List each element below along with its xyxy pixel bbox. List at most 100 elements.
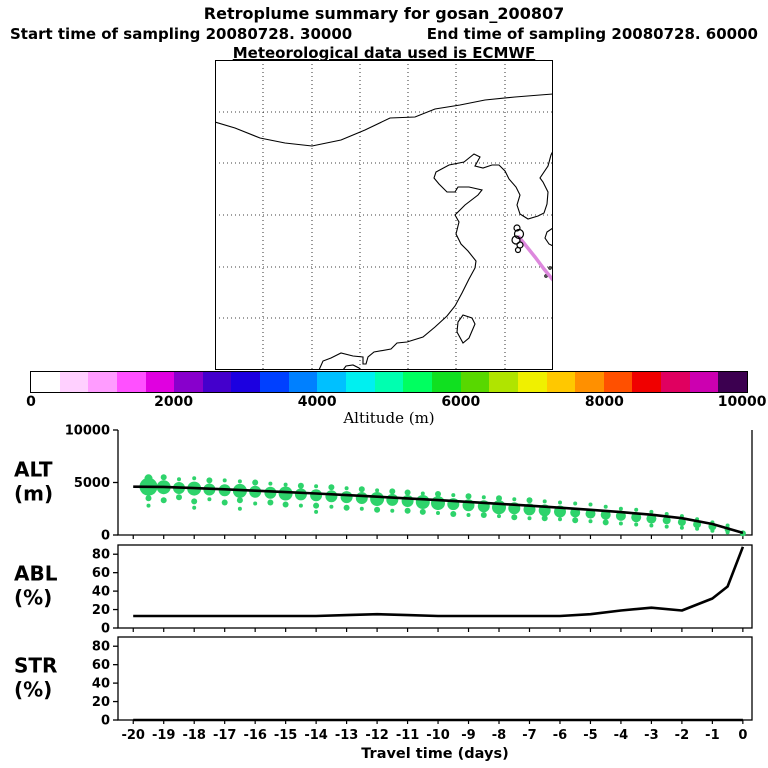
plume-bubble xyxy=(512,497,517,502)
plume-bubble xyxy=(145,495,152,502)
y-tick-label: 40 xyxy=(92,585,110,600)
x-tick-label: -7 xyxy=(522,728,536,743)
plume-bubble xyxy=(664,524,669,529)
x-tick-label: -3 xyxy=(644,728,658,743)
colorbar-cell xyxy=(317,372,347,392)
plume-bubble xyxy=(389,488,396,495)
x-tick-label: -2 xyxy=(675,728,689,743)
x-axis-label: Travel time (days) xyxy=(361,746,509,762)
plume-bubble xyxy=(297,482,304,489)
plume-bubble xyxy=(192,476,197,481)
panel-ylabel: ALT xyxy=(14,458,53,482)
plume-bubble xyxy=(314,509,319,514)
x-tick-label: -13 xyxy=(335,728,359,743)
plume-bubble xyxy=(329,504,334,509)
plume-bubble xyxy=(374,506,381,513)
plume-bubble xyxy=(436,511,440,515)
plume-bubble xyxy=(237,506,242,511)
plume-bubble xyxy=(401,495,414,507)
plume-bubble xyxy=(588,502,593,507)
plume-bubble xyxy=(634,507,639,512)
x-tick-label: -6 xyxy=(553,728,567,743)
altitude-bubbles xyxy=(139,474,746,537)
plume-bubble xyxy=(328,484,335,491)
plume-bubble xyxy=(649,523,654,528)
plume-bubble xyxy=(511,514,518,521)
colorbar-cell xyxy=(575,372,604,392)
plume-bubble xyxy=(541,515,548,522)
colorbar-cell xyxy=(689,372,719,392)
y-tick-label: 5000 xyxy=(74,476,110,491)
plume-bubble xyxy=(695,526,700,531)
plume-bubble xyxy=(420,491,425,496)
colorbar-cell xyxy=(460,372,490,392)
plume-bubble xyxy=(526,497,533,504)
plume-bubble xyxy=(527,516,532,521)
retroplume-trajectory xyxy=(517,235,555,282)
map-graticule xyxy=(215,60,553,370)
sampling-start-text: Start time of sampling 20080728. 30000 xyxy=(10,25,353,43)
x-tick-label: 0 xyxy=(738,728,747,743)
plume-bubble xyxy=(725,523,730,528)
plume-bubble xyxy=(298,503,303,508)
plume-bubble xyxy=(325,490,338,503)
colorbar-tick-label: 10000 xyxy=(717,394,767,410)
panel-frame xyxy=(117,430,753,536)
map-svg xyxy=(214,60,555,371)
sampling-time-line: Start time of sampling 20080728. 30000 E… xyxy=(0,25,768,43)
colorbar-tick-label: 4000 xyxy=(297,394,337,410)
ryukyu-islet xyxy=(548,266,552,270)
colorbar-cell xyxy=(288,372,318,392)
plume-bubble xyxy=(603,504,608,509)
colorbar-cell xyxy=(632,372,662,392)
plume-bubble xyxy=(404,489,411,496)
panel-ylabel-units: (%) xyxy=(14,678,52,702)
chart-svg: 0500010000ALT(m)020406080ABL(%)020406080… xyxy=(14,424,753,762)
colorbar-cell xyxy=(231,372,261,392)
y-tick-label: 10000 xyxy=(65,424,110,439)
plume-bubble xyxy=(359,506,364,511)
ryukyu-islet xyxy=(544,274,548,278)
plume-bubble xyxy=(253,501,258,506)
panel-alt: 0 5000 10000 ALT(m) xyxy=(14,424,753,544)
plume-bubble xyxy=(618,506,623,511)
mean-line xyxy=(133,485,744,535)
panel-frame xyxy=(117,636,753,721)
coastlines xyxy=(214,93,554,371)
station-plume-cluster xyxy=(511,224,525,254)
plume-bubble xyxy=(267,499,274,506)
x-tick-label: -9 xyxy=(461,728,475,743)
colorbar-tick-labels: 0 2000 4000 6000 8000 10000 xyxy=(26,394,766,410)
cluster-circle xyxy=(513,228,525,240)
panel-ylabel: STR xyxy=(14,654,57,678)
plume-bubble xyxy=(222,478,227,483)
y-tick-label: 80 xyxy=(92,548,110,563)
plume-bubble xyxy=(435,491,441,497)
colorbar-tick-label: 6000 xyxy=(441,394,481,410)
plume-bubble xyxy=(294,488,307,501)
x-tick-label: -12 xyxy=(365,728,389,743)
x-tick-label: -19 xyxy=(152,728,176,743)
plume-bubble xyxy=(343,504,350,511)
plume-bubble xyxy=(573,501,578,506)
y-tick-label: 20 xyxy=(92,695,110,710)
plume-bubble xyxy=(677,518,686,527)
plume-bubble xyxy=(375,488,380,493)
colorbar-cell xyxy=(88,372,117,392)
plume-bubble xyxy=(662,516,671,525)
trajectory-map xyxy=(214,60,555,371)
plume-bubble xyxy=(355,492,368,504)
plume-bubble xyxy=(558,500,562,505)
plume-bubble xyxy=(283,482,288,487)
panel-abl: 0 20 40 60 80 ABL(%) xyxy=(14,544,753,637)
x-tick-label: -8 xyxy=(492,728,506,743)
cluster-circle xyxy=(514,246,522,254)
plume-bubble xyxy=(206,477,213,484)
met-data-line: Meteorological data used is ECMWF xyxy=(232,44,536,62)
plume-bubble xyxy=(404,507,411,514)
mean-line xyxy=(133,546,745,618)
colorbar-cell xyxy=(489,372,518,392)
plume-bubble xyxy=(268,481,273,486)
y-tick-label: 60 xyxy=(92,658,110,673)
